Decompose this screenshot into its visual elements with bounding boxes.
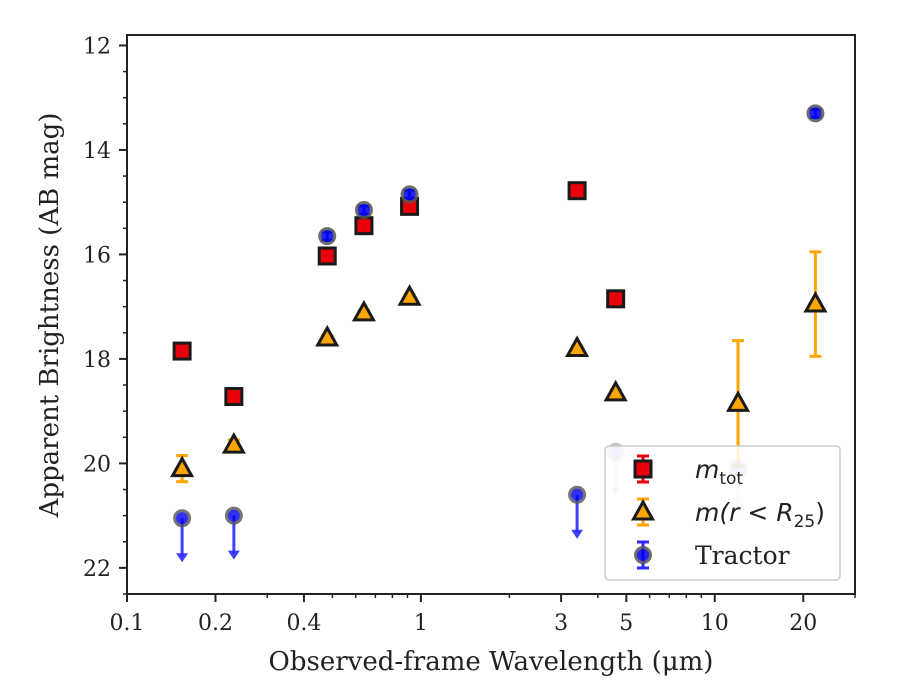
legend-marker-square bbox=[633, 459, 653, 479]
legend-label: m(r < R25) bbox=[695, 498, 825, 532]
m-tot-marker bbox=[224, 387, 244, 407]
axes: 12 14 16 18 20 22 0.1 0.2 0.4 1 3 5 10 20 bbox=[83, 34, 856, 636]
tractor-marker bbox=[354, 201, 373, 220]
legend-box bbox=[604, 445, 841, 581]
m-r25-marker bbox=[221, 432, 246, 454]
y-tick-label: 12 bbox=[83, 34, 111, 59]
x-tick-label: 0.4 bbox=[286, 611, 321, 636]
y-tick-label: 20 bbox=[83, 452, 111, 477]
tractor-marker bbox=[224, 506, 243, 525]
tractor-marker bbox=[400, 185, 419, 204]
tractor-marker-upper-limit-arrowhead bbox=[571, 529, 584, 539]
x-tick-label: 10 bbox=[701, 611, 729, 636]
tractor-marker-upper-limit-arrowhead bbox=[227, 550, 240, 560]
y-axis-title: Apparent Brightness (AB mag) bbox=[35, 113, 65, 519]
m-r25-marker bbox=[397, 284, 422, 306]
x-tick-label: 0.2 bbox=[198, 611, 233, 636]
y-tick-label: 18 bbox=[83, 348, 111, 373]
m-r25-marker bbox=[315, 324, 340, 347]
x-tick-label: 3 bbox=[554, 611, 568, 636]
y-tick-label: 14 bbox=[83, 139, 111, 164]
m-r25-marker bbox=[803, 290, 828, 313]
tractor-marker bbox=[806, 104, 825, 123]
m-tot-marker bbox=[317, 246, 337, 266]
tractor-marker bbox=[318, 227, 337, 246]
m-r25-marker bbox=[351, 299, 376, 322]
m-r25-marker bbox=[725, 390, 751, 412]
tractor-marker-upper-limit-arrowhead bbox=[176, 553, 189, 563]
tractor-marker bbox=[173, 509, 192, 528]
x-tick-label: 0.1 bbox=[110, 611, 145, 636]
legend-label: Tractor bbox=[695, 541, 790, 570]
m-tot-marker bbox=[606, 289, 626, 309]
x-tick-label: 20 bbox=[789, 611, 817, 636]
m-r25-marker bbox=[565, 335, 590, 357]
x-tick-label: 1 bbox=[414, 611, 428, 636]
y-tick-label: 22 bbox=[83, 557, 111, 582]
x-axis-title: Observed-frame Wavelength (μm) bbox=[269, 647, 714, 677]
tractor-marker bbox=[568, 485, 587, 504]
m-tot-marker bbox=[567, 181, 587, 201]
m-r25-marker bbox=[603, 379, 628, 402]
legend-marker-triangle bbox=[630, 498, 656, 521]
legend: mtot m(r < R25) Tractor bbox=[604, 445, 841, 581]
m-r25-marker bbox=[170, 455, 195, 478]
x-tick-label: 5 bbox=[619, 611, 633, 636]
legend-marker-circle bbox=[634, 546, 652, 564]
m-tot-marker bbox=[172, 341, 192, 361]
plot-frame bbox=[126, 34, 856, 595]
m-tot-marker bbox=[354, 216, 374, 236]
legend-label: mtot bbox=[695, 455, 743, 489]
y-tick-label: 16 bbox=[83, 243, 111, 268]
